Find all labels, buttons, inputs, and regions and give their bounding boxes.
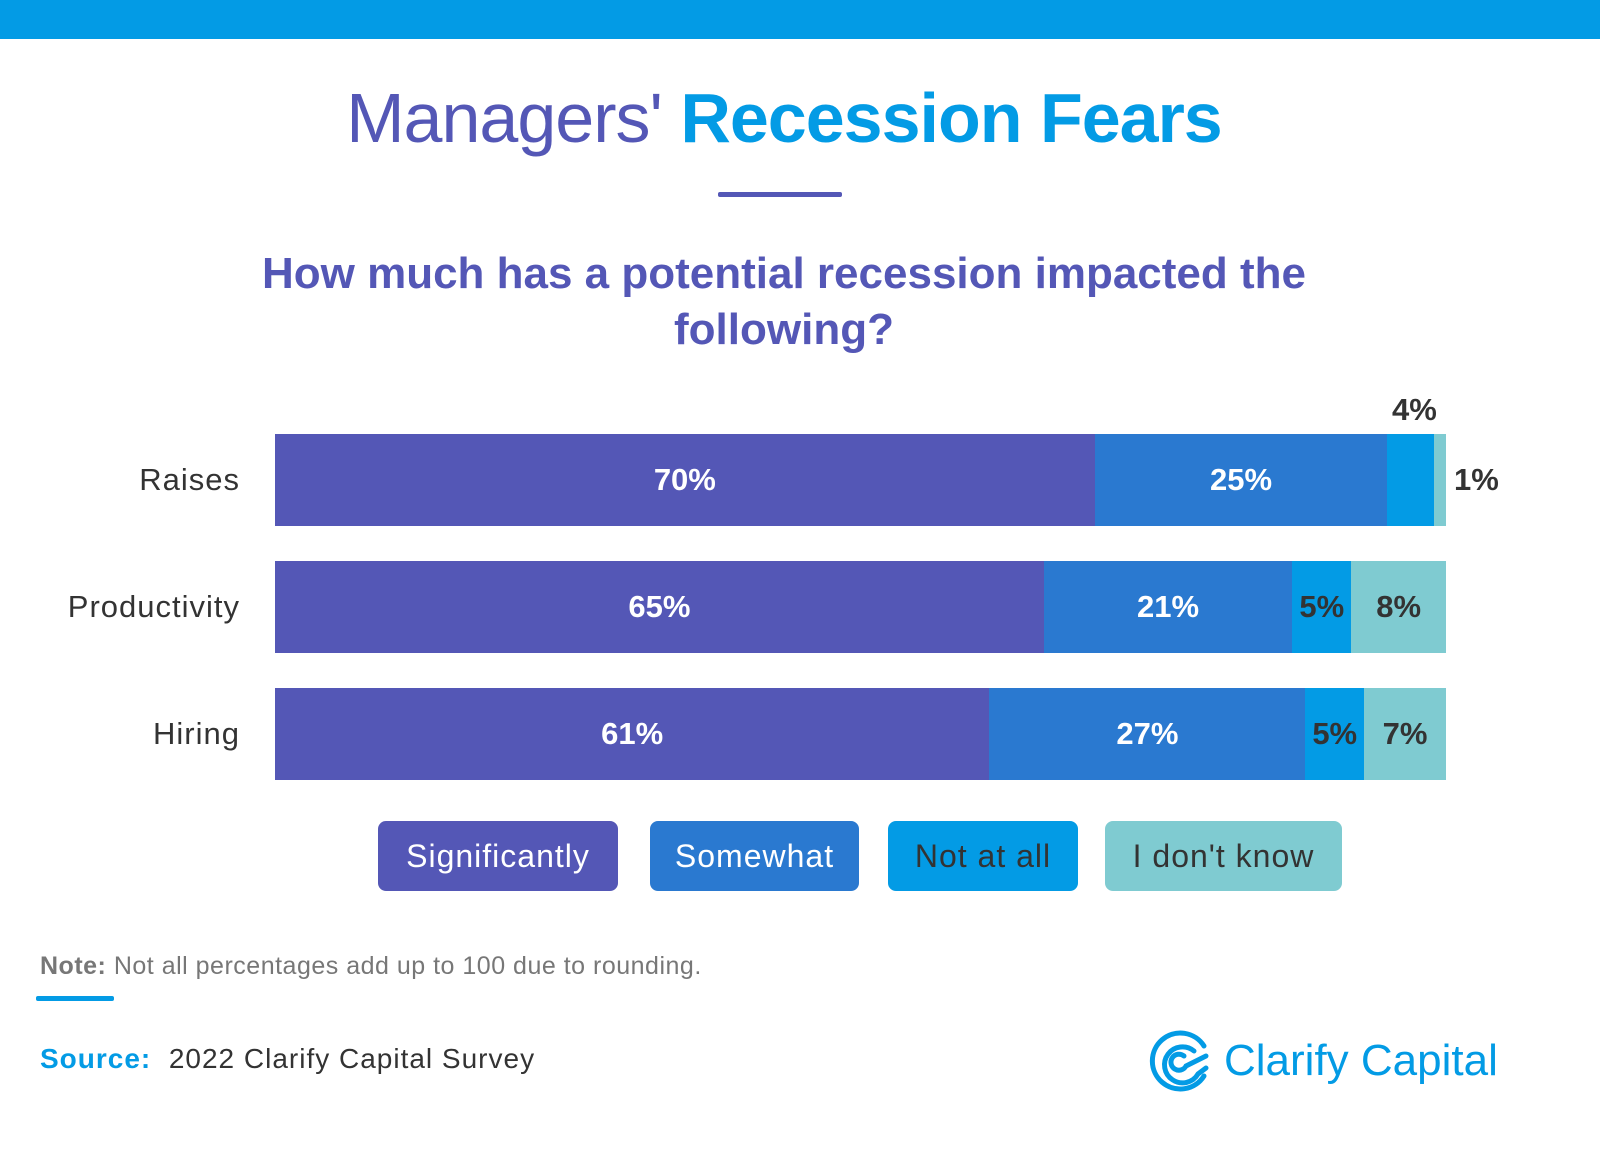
- bar-segment: 8%: [1351, 561, 1446, 653]
- category-label: Productivity: [67, 589, 240, 624]
- logo-text: Clarify Capital: [1224, 1036, 1498, 1085]
- legend-item: Not at all: [888, 821, 1078, 891]
- category-label: Raises: [139, 462, 240, 497]
- legend-item: Significantly: [378, 821, 618, 891]
- title-part2: Recession Fears: [680, 79, 1222, 157]
- top-accent-bar: [0, 0, 1600, 39]
- note-text: Not all percentages add up to 100 due to…: [113, 952, 702, 980]
- bar-segment: 65%: [275, 561, 1044, 653]
- bar-segment: 61%: [275, 688, 990, 780]
- category-label: Hiring: [153, 716, 240, 751]
- legend-item: Somewhat: [650, 821, 859, 891]
- title-part1: Managers': [346, 79, 663, 157]
- source: Source: 2022 Clarify Capital Survey: [40, 1043, 535, 1075]
- title-divider: [718, 192, 842, 197]
- source-label: Source:: [40, 1043, 152, 1074]
- chart-title: How much has a potential recession impac…: [261, 249, 1307, 354]
- logo: Clarify Capital: [1146, 1030, 1498, 1092]
- source-text: 2022 Clarify Capital Survey: [168, 1043, 536, 1074]
- bar-segment: 25%: [1094, 434, 1388, 526]
- bar-row: 65% 21% 5% 8%: [275, 561, 1446, 653]
- data-label: 4%: [1392, 392, 1437, 427]
- clarify-logo-icon: [1149, 1030, 1209, 1092]
- bar-row: 70% 25%: [275, 434, 1446, 526]
- page-title: Managers' Recession Fears: [0, 78, 1568, 158]
- bar-segment: 5%: [1305, 688, 1364, 780]
- bar-row: 61% 27% 5% 7%: [275, 688, 1446, 780]
- bar-segment: 21%: [1043, 561, 1293, 653]
- bar-segment: 27%: [989, 688, 1306, 780]
- note: Note: Not all percentages add up to 100 …: [40, 952, 702, 981]
- bar-segment: 7%: [1364, 688, 1446, 780]
- legend-item: I don't know: [1105, 821, 1342, 891]
- note-divider: [36, 996, 114, 1001]
- bar-segment: [1434, 434, 1446, 526]
- bar-segment: 70%: [275, 434, 1095, 526]
- data-label: 1%: [1454, 462, 1499, 497]
- note-label: Note:: [40, 952, 107, 980]
- bar-segment: 5%: [1292, 561, 1352, 653]
- bar-segment: [1387, 434, 1435, 526]
